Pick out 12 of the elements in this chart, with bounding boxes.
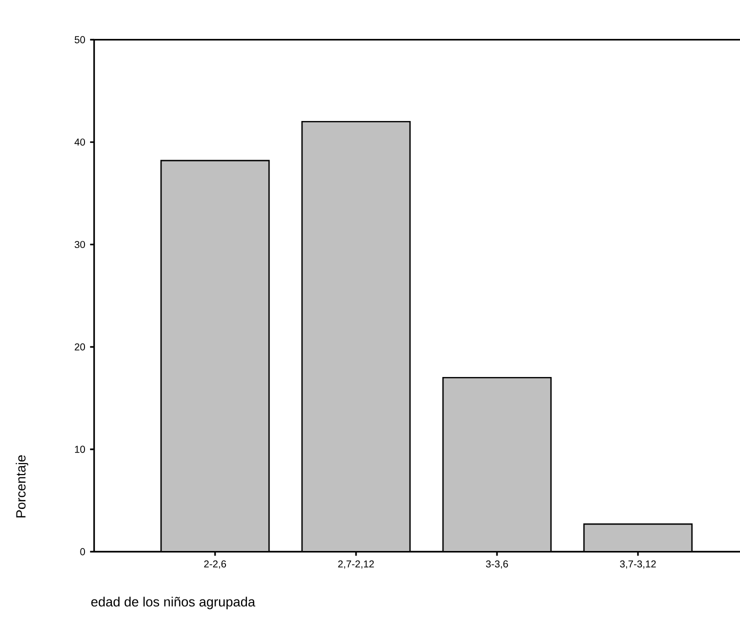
y-tick-label: 30 — [74, 240, 85, 248]
x-tick-label: 3,7-3,12 — [620, 560, 656, 569]
x-tick-label: 2,7-2,12 — [338, 560, 374, 569]
x-axis-title: edad de los niños agrupada — [91, 596, 256, 610]
x-tick-label: 2-2,6 — [204, 560, 226, 569]
y-tick-label: 50 — [74, 36, 85, 44]
y-tick-label: 20 — [74, 343, 85, 350]
y-tick-label: 10 — [75, 446, 85, 453]
y-axis-title: Porcentaje — [16, 455, 28, 518]
y-tick-label: 40 — [74, 138, 85, 146]
x-tick-label: 3-3,6 — [486, 560, 508, 569]
y-tick-label: 0 — [80, 548, 85, 556]
